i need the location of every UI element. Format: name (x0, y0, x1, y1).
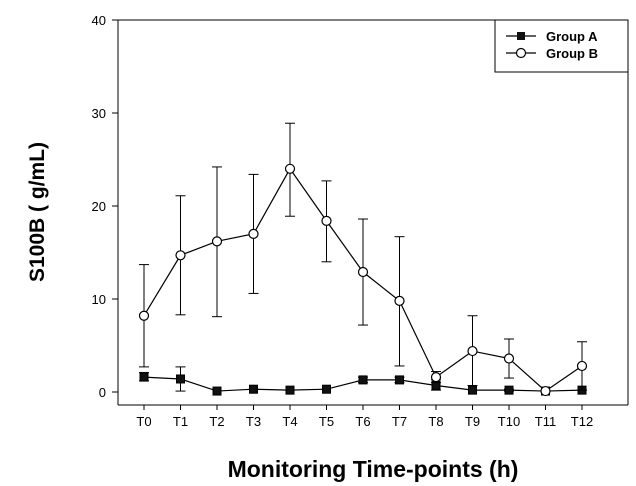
data-point (467, 345, 478, 357)
x-tick-label: T8 (428, 414, 443, 429)
data-point (468, 385, 477, 395)
x-tick-label: T3 (246, 414, 261, 429)
x-tick-label: T7 (392, 414, 407, 429)
data-point (285, 385, 295, 395)
legend-box (494, 19, 629, 73)
series-group-b (138, 122, 588, 397)
data-point (176, 374, 185, 384)
x-axis-ticks: T0 T1 T2 T3 T4 T5 T6 T7 T8 T9 T10 T11 T12 (136, 405, 593, 429)
x-tick-label: T5 (319, 414, 334, 429)
data-point (249, 384, 258, 394)
y-axis-ticks: 0 10 20 30 40 (92, 13, 118, 400)
y-tick-label: 20 (92, 199, 106, 214)
data-point (357, 266, 369, 278)
data-point (175, 250, 186, 261)
legend-marker (515, 47, 527, 59)
legend-item: Group A (506, 29, 598, 44)
x-tick-label: T9 (465, 414, 480, 429)
x-tick-label: T1 (173, 414, 188, 429)
data-point (504, 385, 514, 395)
y-tick-label: 0 (99, 385, 106, 400)
series-group-a (139, 366, 587, 396)
y-tick-label: 40 (92, 13, 106, 28)
series-layer (138, 122, 588, 397)
data-point (503, 353, 515, 364)
x-axis-title: Monitoring Time-points (h) (228, 456, 519, 482)
x-tick-label: T0 (136, 414, 151, 429)
data-point (211, 236, 223, 247)
x-tick-label: T12 (571, 414, 593, 429)
data-point (395, 375, 404, 385)
y-tick-label: 30 (92, 106, 106, 121)
data-point (322, 384, 331, 394)
data-point (284, 163, 296, 174)
legend-marker (517, 32, 525, 40)
data-point (540, 385, 551, 397)
legend-item: Group B (506, 46, 598, 61)
data-point (394, 295, 405, 306)
data-point (321, 215, 332, 226)
x-tick-label: T2 (209, 414, 224, 429)
x-tick-label: T6 (355, 414, 370, 429)
data-point (430, 372, 442, 383)
x-tick-label: T10 (498, 414, 520, 429)
legend-label: Group A (546, 29, 598, 44)
data-point (212, 386, 222, 396)
data-point (576, 360, 588, 372)
x-tick-label: T4 (282, 414, 297, 429)
data-point (358, 375, 368, 385)
data-point (248, 228, 259, 239)
legend-label: Group B (546, 46, 598, 61)
y-axis-title: S100B ( g/mL) (26, 142, 49, 282)
data-point (138, 310, 150, 321)
x-tick-label: T11 (535, 414, 556, 429)
data-point (139, 372, 149, 382)
y-tick-label: 10 (92, 292, 106, 307)
legend: Group A Group B (494, 19, 629, 73)
